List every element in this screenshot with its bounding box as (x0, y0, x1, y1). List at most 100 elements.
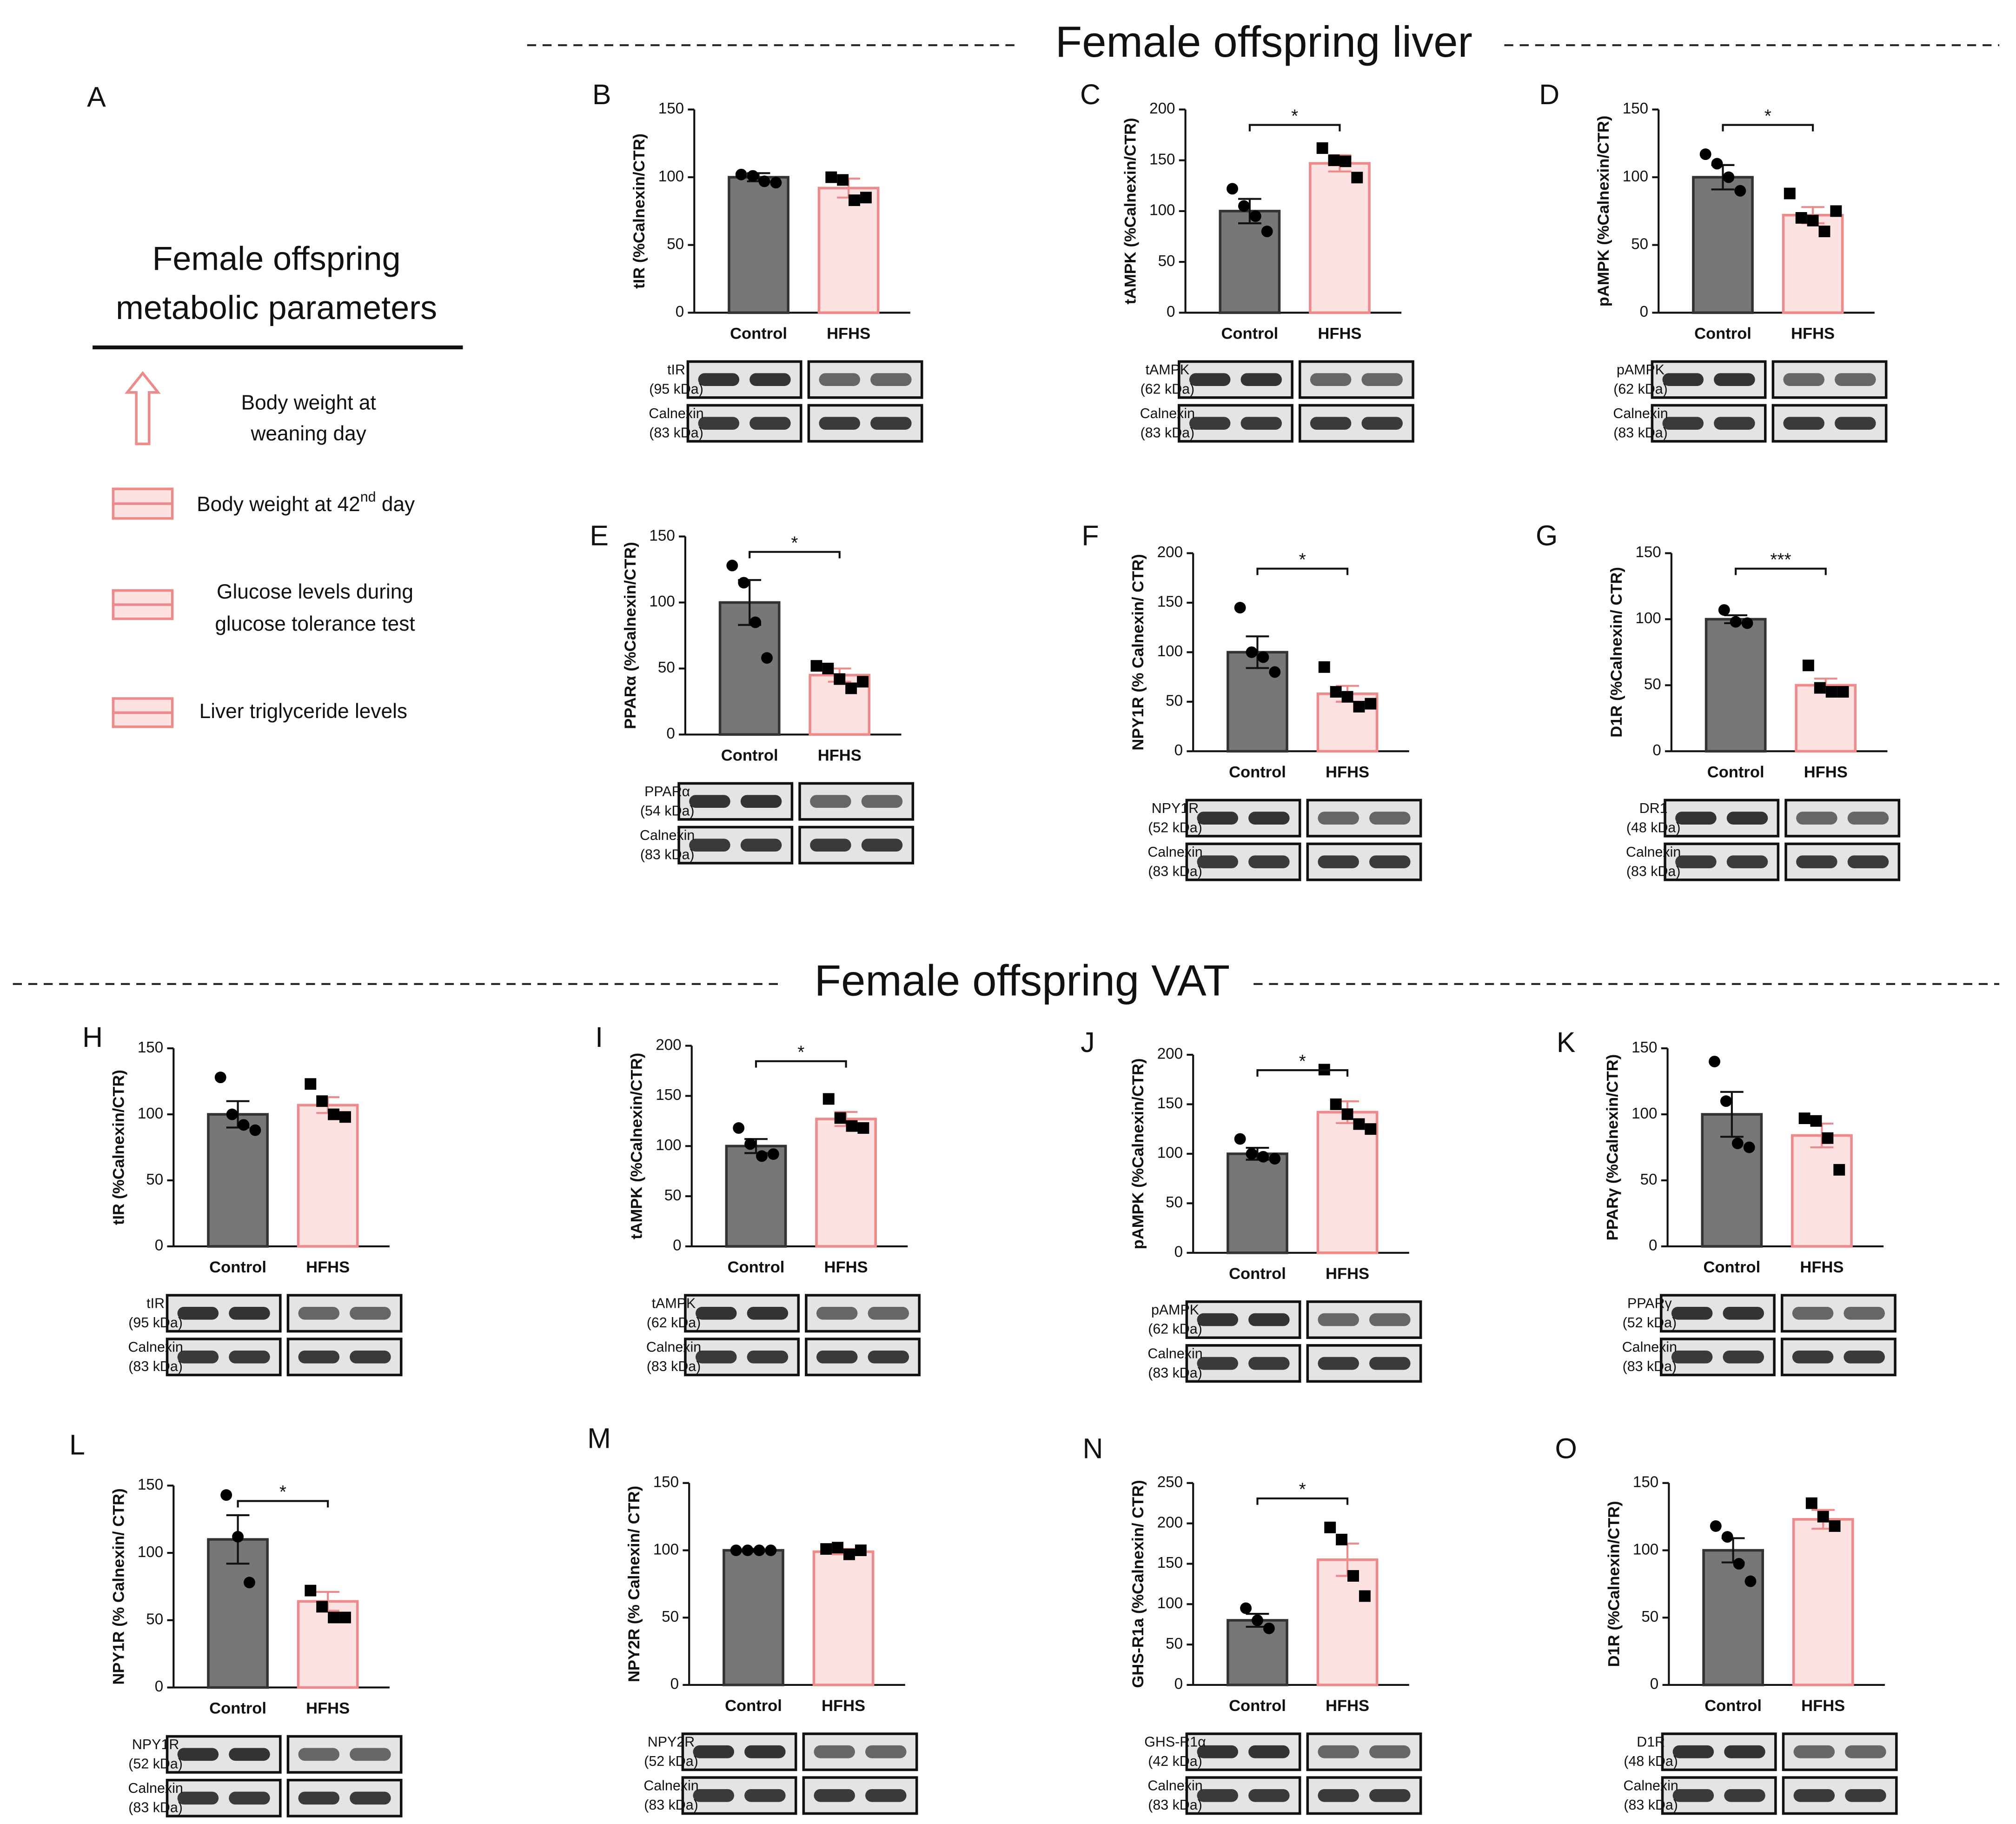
legend-text: day (376, 493, 415, 516)
blot-label: (83 kDa) (1626, 863, 1681, 879)
blot-band (1361, 373, 1403, 386)
bar (1782, 213, 1844, 314)
data-point (857, 1122, 869, 1134)
blot-label: DR1 (1639, 800, 1668, 816)
data-point (726, 559, 738, 572)
blot-band (177, 1350, 219, 1364)
data-point (328, 1108, 340, 1120)
blot-label: pAMPK (1617, 362, 1665, 378)
blot-band (689, 795, 730, 808)
blot-band (1845, 1789, 1886, 1802)
blot-band (1318, 1357, 1359, 1370)
y-tick-label: 50 (1166, 692, 1183, 710)
data-point (1347, 1570, 1359, 1582)
significance-bracket (1256, 1497, 1349, 1505)
bar (1227, 1619, 1288, 1686)
y-tick-label: 0 (676, 303, 684, 320)
y-tick-label: 150 (656, 1086, 681, 1104)
y-axis-label: tIR (%Calnexin/CTR) (630, 133, 648, 289)
blot-band (1783, 373, 1824, 386)
data-point (1234, 602, 1246, 614)
data-point (1833, 1164, 1845, 1176)
blot-band (1723, 1350, 1764, 1364)
data-point (765, 1544, 777, 1556)
data-point (1721, 1531, 1733, 1543)
y-tick-label: 0 (1174, 742, 1183, 759)
blot-band (350, 1791, 391, 1805)
data-point (1709, 1056, 1720, 1067)
y-axis-label: D1R (%Calnexin/ CTR) (1608, 567, 1625, 738)
blot-label: (83 kDa) (1623, 1358, 1677, 1374)
panel-letter: N (1083, 1433, 1103, 1465)
data-point (1257, 651, 1269, 663)
panel-letter: D (1539, 79, 1559, 110)
y-tick-label: 50 (658, 659, 675, 676)
blot-label: (83 kDa) (1148, 1797, 1202, 1813)
data-point (328, 1611, 340, 1624)
blot-band (1189, 373, 1231, 386)
x-tick-label: HFHS (827, 325, 870, 343)
data-point (1710, 1520, 1722, 1532)
blot-band (1197, 1745, 1238, 1758)
y-tick-label: 50 (1158, 253, 1175, 270)
data-point (1741, 617, 1753, 629)
y-tick-label: 200 (1157, 544, 1183, 561)
blot-band (696, 1350, 737, 1364)
data-point (1340, 155, 1352, 167)
blot-label: Calnexin (1622, 1339, 1677, 1355)
data-point (1269, 1153, 1281, 1165)
x-tick-label: Control (730, 325, 787, 343)
blot-band (1675, 855, 1717, 868)
blot-label: (52 kDa) (1623, 1315, 1677, 1331)
x-tick-label: Control (1221, 325, 1278, 343)
data-point (1351, 172, 1363, 184)
blot-band (177, 1791, 219, 1805)
blot-label: (62 kDa) (1148, 1321, 1202, 1337)
y-axis-label: pAMPK (%Calnexin/CTR) (1129, 1058, 1147, 1250)
blot-band (1318, 1789, 1359, 1802)
y-tick-label: 50 (1641, 1608, 1658, 1625)
data-point (855, 1544, 867, 1556)
blot-band (229, 1748, 270, 1761)
section-title: Female offspring liver (1055, 17, 1472, 66)
blot-band (350, 1306, 391, 1320)
blot-band (744, 1745, 786, 1758)
data-point (1795, 212, 1807, 224)
y-tick-label: 150 (1633, 1474, 1658, 1491)
data-point (1240, 1602, 1252, 1614)
data-point (1353, 1118, 1365, 1130)
data-point (1734, 185, 1746, 197)
blot-label: pAMPK (1151, 1302, 1199, 1318)
data-point (1365, 1123, 1377, 1135)
blot-band (1248, 1313, 1290, 1326)
blot-label: Calnexin (1626, 844, 1681, 860)
y-tick-label: 50 (667, 235, 684, 253)
y-tick-label: 150 (1157, 593, 1183, 611)
y-tick-label: 0 (1649, 1237, 1657, 1254)
y-axis-label: tIR (%Calnexin/CTR) (110, 1070, 127, 1225)
data-point (305, 1584, 317, 1597)
data-point (837, 174, 849, 186)
legend-item: Body weight at (241, 391, 376, 414)
blot-label: (95 kDa) (128, 1315, 183, 1331)
blot-band (1714, 417, 1755, 430)
y-tick-label: 100 (1623, 168, 1648, 185)
blot-band (749, 417, 791, 430)
blot-band (1318, 1313, 1359, 1326)
data-point (1784, 187, 1796, 200)
blot-band (1240, 373, 1282, 386)
blot-label: (83 kDa) (649, 425, 703, 440)
y-tick-label: 50 (1166, 1194, 1183, 1211)
panel-letter: J (1081, 1026, 1094, 1058)
blot-band (693, 1789, 734, 1802)
data-point (1328, 154, 1340, 166)
legend-item: glucose tolerance test (215, 612, 415, 635)
x-tick-label: HFHS (824, 1258, 868, 1276)
bar (815, 1118, 877, 1248)
data-point (744, 1138, 756, 1150)
y-axis-label: D1R (%Calnexin/CTR) (1605, 1501, 1623, 1667)
y-tick-label: 50 (1166, 1635, 1183, 1652)
y-axis-label: NPY1R (% Calnexin/ CTR) (110, 1488, 127, 1684)
data-point (846, 1120, 858, 1132)
panel-letter: G (1536, 519, 1558, 551)
